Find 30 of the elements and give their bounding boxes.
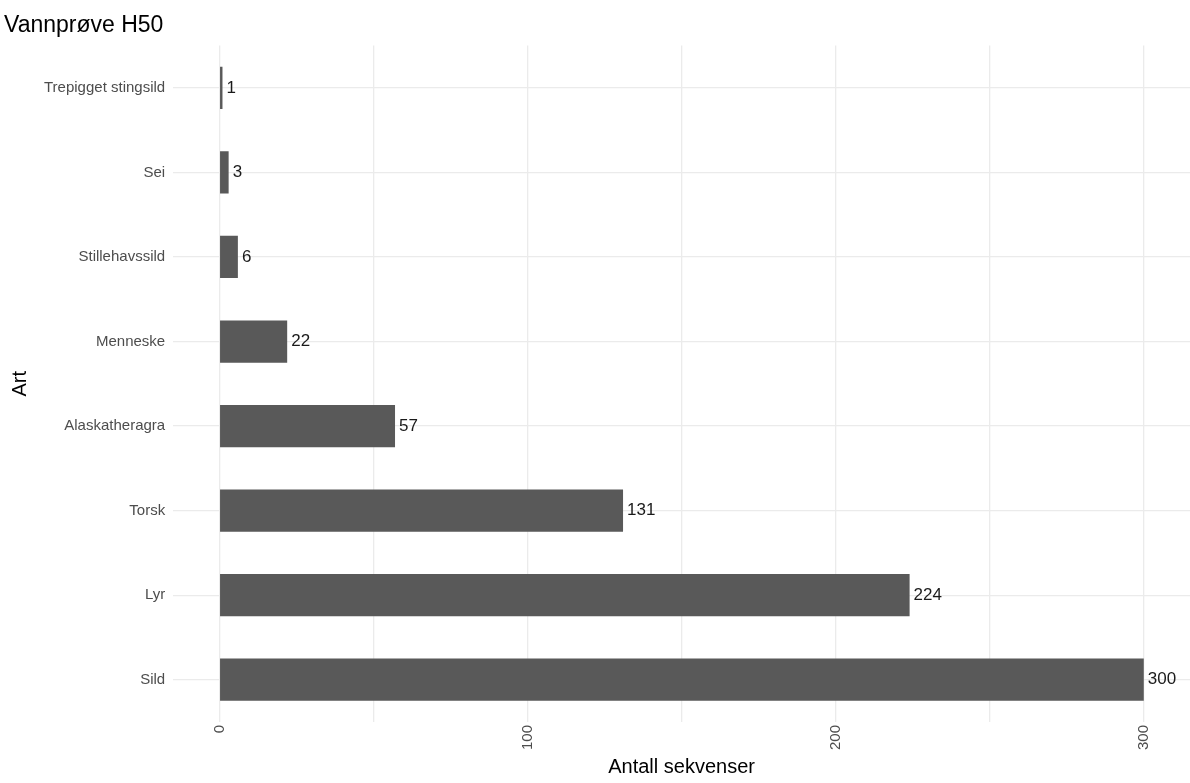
data-label: 224: [913, 584, 942, 604]
y-tick-label: Menneske: [95, 331, 166, 349]
x-tick-label: 100: [517, 724, 535, 750]
data-label: 6: [241, 246, 252, 266]
y-axis-title: Art: [7, 370, 30, 397]
data-label: 300: [1147, 669, 1177, 689]
data-label: 57: [399, 415, 418, 435]
x-tick-label: 0: [209, 724, 227, 734]
bar: [220, 320, 288, 363]
y-tick-label: Alaskatheragra: [64, 416, 166, 434]
bar: [220, 235, 238, 279]
data-label: 131: [627, 500, 656, 520]
y-tick-label: Lyr: [144, 585, 166, 603]
y-tick-label: Sei: [143, 162, 166, 180]
data-label: 1: [226, 77, 236, 97]
data-label: 3: [232, 162, 243, 182]
bar: [220, 489, 624, 532]
x-tick-label: 300: [1133, 724, 1151, 750]
bar: [220, 404, 396, 448]
bar: [220, 574, 910, 617]
chart-title: Vannprøve H50: [4, 11, 164, 38]
x-axis-title: Antall sekvenser: [608, 754, 756, 777]
x-tick-label: 200: [825, 724, 843, 750]
y-tick-label: Torsk: [129, 500, 166, 518]
y-tick-label: Sild: [140, 669, 166, 687]
bar: [220, 151, 229, 194]
y-tick-label: Stillehavssild: [78, 247, 166, 265]
y-tick-label: Trepigget stingsild: [44, 78, 166, 96]
data-label: 22: [291, 331, 311, 351]
bar: [220, 658, 1144, 701]
